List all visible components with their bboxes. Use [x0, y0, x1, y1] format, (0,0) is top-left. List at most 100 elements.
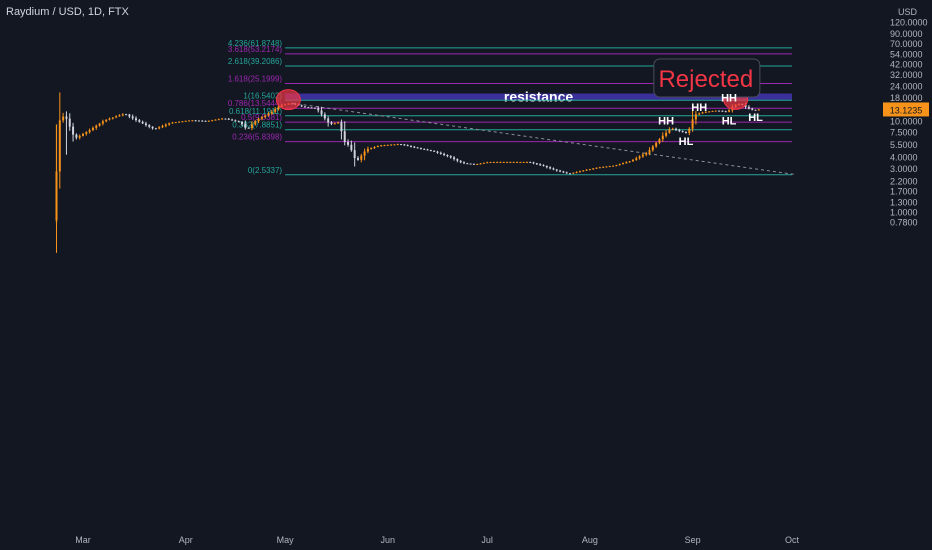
candle-body[interactable] [303, 106, 306, 108]
candle-body[interactable] [502, 161, 505, 163]
candle-body[interactable] [58, 120, 61, 172]
candle-body[interactable] [260, 117, 263, 119]
candle-body[interactable] [668, 129, 671, 133]
trendline[interactable] [291, 102, 796, 176]
candle-body[interactable] [446, 154, 449, 157]
candle-body[interactable] [82, 133, 84, 136]
candle-body[interactable] [98, 123, 101, 126]
candle-body[interactable] [655, 142, 658, 147]
candle-body[interactable] [267, 113, 270, 116]
candle-body[interactable] [499, 161, 502, 163]
candle-body[interactable] [85, 132, 88, 134]
candle-body[interactable] [327, 118, 330, 123]
candle-body[interactable] [101, 121, 104, 124]
candle-body[interactable] [625, 162, 628, 164]
candle-body[interactable] [436, 151, 439, 153]
candle-body[interactable] [708, 111, 711, 113]
candle-body[interactable] [62, 116, 65, 121]
candle-body[interactable] [221, 118, 224, 120]
candle-body[interactable] [704, 111, 707, 113]
candle-body[interactable] [757, 109, 760, 111]
candle-body[interactable] [721, 110, 724, 112]
candle-body[interactable] [439, 152, 442, 154]
candle-body[interactable] [343, 131, 346, 142]
candle-body[interactable] [585, 169, 588, 171]
candle-body[interactable] [718, 110, 721, 112]
candle-body[interactable] [443, 153, 446, 155]
candle-body[interactable] [714, 110, 717, 112]
candle-body[interactable] [244, 124, 247, 128]
candle-body[interactable] [383, 145, 386, 147]
candle-body[interactable] [141, 121, 144, 124]
symbol-title[interactable]: Raydium / USD, 1D, FTX [6, 6, 129, 18]
candle-body[interactable] [144, 123, 147, 126]
candle-body[interactable] [496, 161, 499, 163]
candle-body[interactable] [204, 120, 207, 122]
candle-body[interactable] [337, 122, 340, 124]
candle-body[interactable] [380, 145, 383, 147]
candle-body[interactable] [678, 129, 681, 132]
candle-body[interactable] [320, 110, 323, 115]
candle-body[interactable] [234, 120, 237, 122]
candle-body[interactable] [562, 171, 565, 173]
candle-body[interactable] [416, 147, 419, 149]
callout-box[interactable] [653, 58, 761, 98]
candle-body[interactable] [350, 144, 353, 151]
candle-body[interactable] [323, 114, 326, 119]
candle-body[interactable] [366, 148, 369, 152]
candle-body[interactable] [552, 168, 555, 170]
candle-body[interactable] [409, 145, 412, 147]
candle-body[interactable] [462, 162, 465, 164]
candle-body[interactable] [317, 108, 320, 111]
candle-body[interactable] [386, 144, 389, 146]
candle-body[interactable] [433, 150, 436, 152]
candle-body[interactable] [701, 112, 704, 114]
candle-body[interactable] [135, 118, 138, 121]
candle-body[interactable] [711, 111, 714, 113]
candle-body[interactable] [559, 170, 562, 172]
candle-body[interactable] [207, 120, 210, 122]
candle-body[interactable] [486, 162, 489, 164]
candle-body[interactable] [423, 148, 426, 150]
candle-body[interactable] [393, 144, 396, 146]
candle-body[interactable] [356, 158, 359, 160]
candle-body[interactable] [671, 128, 674, 130]
candle-body[interactable] [396, 144, 399, 146]
candle-body[interactable] [178, 121, 181, 123]
candle-body[interactable] [224, 118, 227, 120]
candle-body[interactable] [482, 162, 485, 164]
candle-body[interactable] [472, 163, 475, 165]
candle-body[interactable] [681, 131, 684, 133]
candle-body[interactable] [376, 145, 379, 147]
candle-body[interactable] [105, 119, 108, 122]
candle-body[interactable] [612, 165, 615, 167]
candle-body[interactable] [333, 123, 336, 125]
candle-body[interactable] [453, 157, 456, 160]
candle-body[interactable] [466, 163, 469, 165]
candle-body[interactable] [197, 120, 200, 122]
candle-body[interactable] [598, 167, 601, 169]
candle-body[interactable] [125, 114, 128, 116]
candle-body[interactable] [111, 117, 114, 119]
candle-body[interactable] [595, 167, 598, 169]
candle-body[interactable] [194, 120, 197, 122]
candle-body[interactable] [191, 120, 194, 122]
candle-body[interactable] [645, 152, 648, 155]
candle-body[interactable] [151, 126, 154, 129]
candle-body[interactable] [469, 163, 472, 165]
candle-body[interactable] [618, 164, 621, 166]
candle-body[interactable] [363, 151, 366, 156]
candle-body[interactable] [168, 123, 171, 125]
candle-body[interactable] [509, 161, 512, 163]
candle-body[interactable] [506, 161, 509, 163]
candle-body[interactable] [628, 161, 631, 163]
candle-body[interactable] [347, 141, 350, 145]
candle-body[interactable] [115, 116, 118, 118]
candle-body[interactable] [602, 166, 605, 168]
candle-body[interactable] [641, 154, 644, 157]
candle-body[interactable] [413, 146, 416, 148]
candle-body[interactable] [353, 150, 356, 159]
candle-body[interactable] [575, 171, 578, 173]
candle-body[interactable] [184, 120, 187, 122]
candle-body[interactable] [78, 135, 81, 138]
